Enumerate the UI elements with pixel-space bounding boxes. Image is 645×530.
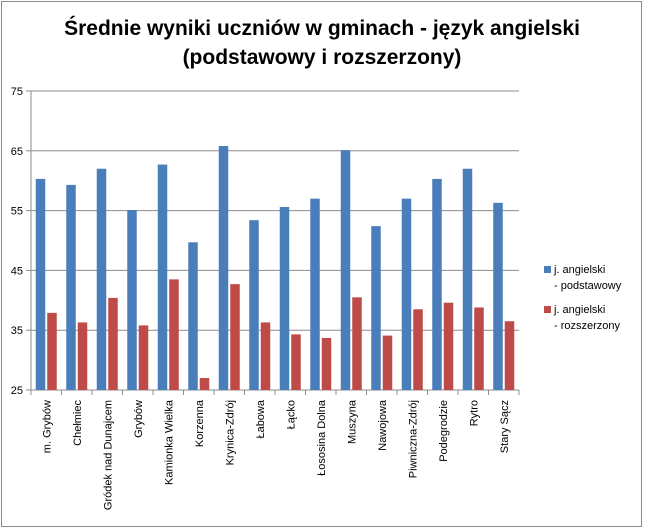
x-tick-label: m. Grybów — [41, 400, 53, 453]
legend-swatch — [544, 266, 551, 273]
x-tick-label: Korzenna — [194, 399, 206, 447]
x-tick-label: Chełmiec — [72, 400, 84, 446]
bar-rozszerzony — [260, 322, 271, 390]
legend-label: - rozszerzony — [554, 320, 621, 332]
bar-podstawowy — [66, 184, 76, 390]
bar-rozszerzony — [382, 335, 393, 390]
x-tick-label: Grybów — [133, 400, 145, 438]
x-tick-label: Podegrodzie — [438, 400, 450, 462]
bar-podstawowy — [493, 202, 503, 390]
y-tick-label: 65 — [11, 146, 23, 158]
bar-podstawowy — [188, 242, 198, 390]
bar-rozszerzony — [291, 334, 301, 390]
x-tick-label: Gródek nad Dunajcem — [102, 400, 114, 510]
bar-podstawowy — [279, 207, 290, 390]
bar-podstawowy — [96, 168, 107, 390]
bar-podstawowy — [218, 146, 229, 390]
bar-rozszerzony — [108, 297, 118, 390]
x-tick-label: Rytro — [468, 400, 480, 426]
bar-rozszerzony — [474, 307, 484, 390]
x-tick-label: Łososina Dolna — [316, 399, 328, 476]
y-tick-label: 55 — [11, 206, 23, 218]
x-tick-label: Stary Sącz — [499, 400, 511, 453]
bar-rozszerzony — [504, 321, 515, 390]
bar-podstawowy — [35, 178, 46, 390]
x-tick-label: Muszyna — [346, 399, 358, 444]
bar-rozszerzony — [413, 309, 423, 390]
bar-rozszerzony — [169, 279, 179, 390]
bar-rozszerzony — [443, 302, 454, 390]
bar-rozszerzony — [321, 337, 332, 390]
y-tick-label: 45 — [11, 265, 23, 277]
y-tick-label: 75 — [11, 86, 23, 98]
bar-rozszerzony — [352, 297, 362, 390]
bar-rozszerzony — [230, 284, 240, 390]
x-tick-label: Piwniczna-Zdrój — [407, 400, 419, 478]
bar-podstawowy — [310, 198, 320, 390]
legend-label: - podstawowy — [554, 280, 622, 292]
bar-podstawowy — [249, 220, 259, 390]
bar-podstawowy — [127, 210, 137, 390]
legend-label: j. angielski — [553, 304, 605, 316]
bar-rozszerzony — [199, 378, 210, 390]
y-tick-label: 35 — [11, 325, 23, 337]
x-tick-label: Łącko — [285, 400, 297, 429]
bar-rozszerzony — [138, 325, 149, 390]
bar-rozszerzony — [77, 322, 88, 390]
bar-rozszerzony — [47, 312, 57, 390]
bar-podstawowy — [462, 168, 473, 390]
chart-title: Średnie wyniki uczniów w gminach - język… — [64, 17, 580, 69]
x-tick-label: Nawojowa — [377, 399, 389, 451]
x-tick-label: Łabowa — [255, 399, 267, 438]
y-tick-label: 25 — [11, 385, 23, 397]
x-tick-label: Kamionka Wielka — [163, 399, 175, 485]
legend-label: j. angielski — [553, 264, 605, 276]
bar-podstawowy — [157, 164, 168, 390]
bar-podstawowy — [371, 226, 381, 390]
bar-podstawowy — [401, 198, 412, 390]
legend-swatch — [544, 306, 551, 313]
bar-podstawowy — [340, 150, 351, 390]
bar-podstawowy — [432, 178, 442, 390]
x-tick-label: Krynica-Zdrój — [224, 400, 236, 465]
